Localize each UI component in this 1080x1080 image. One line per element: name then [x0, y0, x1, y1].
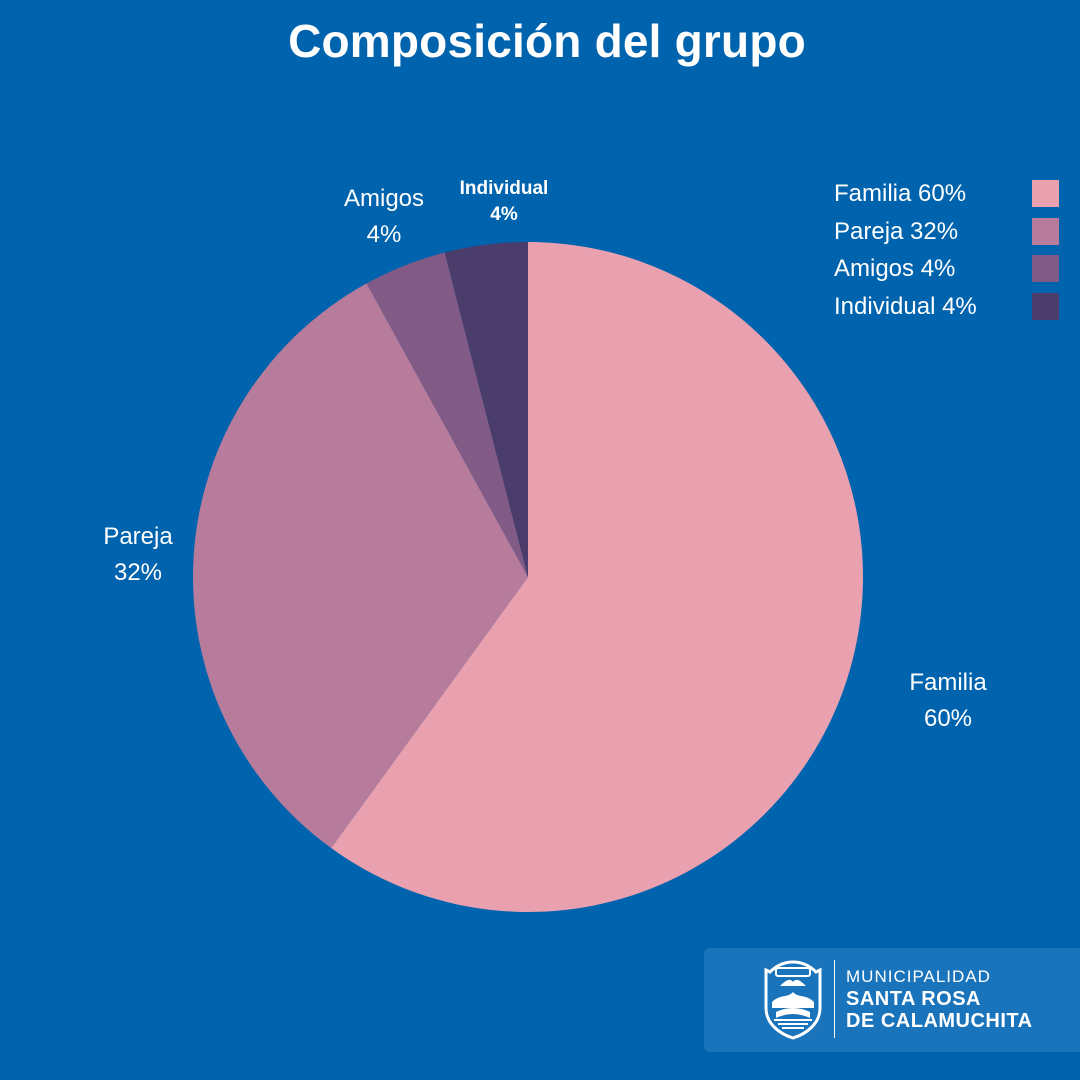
- legend-item-individual: Individual 4%: [834, 291, 1062, 329]
- legend-label: Familia 60%: [834, 180, 967, 207]
- legend-swatch: [1032, 255, 1059, 282]
- pie-slice-amigos: [366, 252, 528, 577]
- legend-item-pareja: Pareja 32%: [834, 216, 1062, 254]
- brand-line-1: MUNICIPALIDAD: [846, 967, 991, 986]
- legend-swatch: [1032, 292, 1059, 320]
- legend-label: Amigos 4%: [834, 255, 956, 282]
- municipality-brand: MUNICIPALIDAD SANTA ROSA DE CALAMUCHITA: [704, 948, 1080, 1052]
- legend-item-amigos: Amigos 4%: [834, 253, 1062, 291]
- legend-swatch: [1032, 217, 1059, 245]
- slice-labels: Familia 60% Pareja 32% Amigos 4% Individual 4%: [103, 178, 987, 732]
- slice-label-value-amigos: 4%: [367, 221, 402, 248]
- slice-label-name-amigos: Amigos: [344, 185, 424, 212]
- brand-text: MUNICIPALIDAD SANTA ROSA DE CALAMUCHITA: [846, 966, 1074, 1032]
- slice-label-value-individual: 4%: [490, 204, 518, 225]
- brand-divider: [834, 960, 835, 1038]
- pie-slices: [193, 242, 864, 913]
- legend-swatch: [1032, 180, 1059, 207]
- legend: Familia 60% Pareja 32% Amigos 4% Individ…: [834, 178, 1062, 328]
- slice-label-name-pareja: Pareja: [103, 523, 173, 550]
- municipal-crest-icon: [764, 960, 822, 1040]
- brand-line-2: SANTA ROSA: [846, 988, 981, 1010]
- legend-label: Pareja 32%: [834, 217, 959, 245]
- brand-line-3: DE CALAMUCHITA: [846, 1010, 1033, 1032]
- slice-label-name-individual: Individual: [460, 178, 549, 199]
- slice-label-name-familia: Familia: [909, 669, 987, 696]
- chart-title: Composición del grupo: [288, 15, 806, 67]
- pie-slice-familia: [331, 242, 864, 913]
- slice-label-value-pareja: 32%: [114, 559, 162, 586]
- pie-slice-individual: [444, 242, 528, 577]
- legend-item-familia: Familia 60%: [834, 178, 1062, 216]
- slice-label-value-familia: 60%: [924, 705, 972, 732]
- pie-slice-pareja: [193, 283, 528, 849]
- legend-label: Individual 4%: [834, 292, 977, 320]
